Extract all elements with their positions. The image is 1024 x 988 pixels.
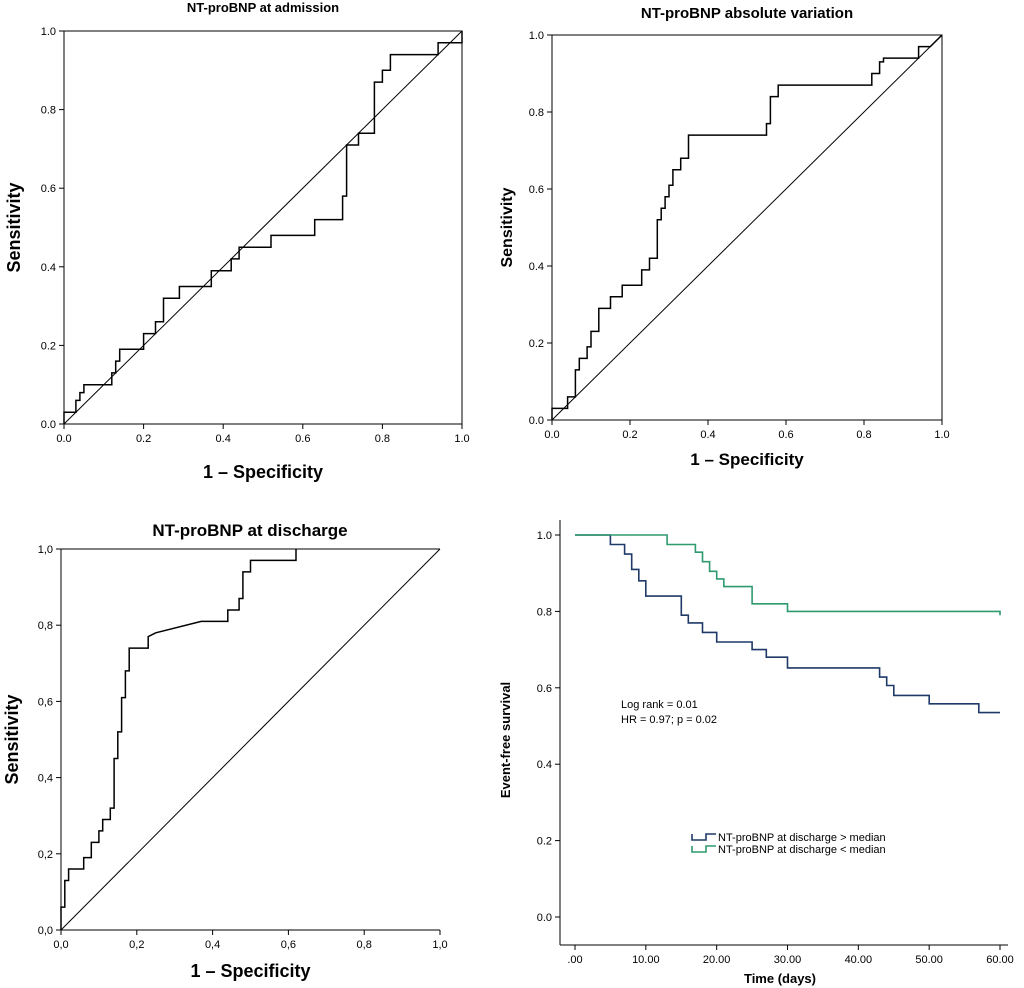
chart1-y-axis-label: Sensitivity bbox=[4, 182, 24, 272]
chart4-y-tick-label: 0.8 bbox=[537, 606, 552, 618]
chart4-y-tick-label: 0.0 bbox=[537, 912, 552, 924]
chart2-x-tick-label: 0.0 bbox=[544, 429, 559, 441]
chart2-x-tick-label: 0.2 bbox=[622, 429, 637, 441]
chart4-x-tick-label: 50.00 bbox=[915, 954, 943, 966]
chart4-annotation: Log rank = 0.01 bbox=[621, 699, 698, 711]
chart4-y-tick-label: 0.4 bbox=[537, 759, 552, 771]
chart4-legend-swatch bbox=[691, 833, 716, 841]
chart3-reference-diagonal bbox=[60, 548, 441, 931]
chart3-x-axis-label: 1 – Specificity bbox=[190, 961, 310, 981]
chart4-x-tick-label: 20.00 bbox=[703, 954, 731, 966]
chart4-x-tick-label: .00 bbox=[567, 954, 582, 966]
chart3-x-tick-label: 0,6 bbox=[281, 939, 296, 951]
chart1-reference-diagonal bbox=[63, 30, 463, 425]
chart4-x-tick-label: 30.00 bbox=[774, 954, 802, 966]
chart4-x-axis-label: Time (days) bbox=[744, 971, 816, 986]
chart1-x-tick-label: 0.2 bbox=[136, 433, 151, 445]
chart3-y-tick-label: 0,4 bbox=[38, 773, 53, 785]
chart3-y-tick-label: 0,8 bbox=[38, 620, 53, 632]
chart2-x-tick-label: 0.6 bbox=[778, 429, 793, 441]
chart3-y-tick-label: 0,6 bbox=[38, 696, 53, 708]
chart4-x-tick-label: 60.00 bbox=[986, 954, 1014, 966]
chart2-x-axis-label: 1 – Specificity bbox=[690, 450, 804, 469]
chart2-roc-curve bbox=[551, 34, 943, 420]
chart1-y-tick-label: 1.0 bbox=[41, 26, 56, 38]
chart4-y-tick-label: 1.0 bbox=[537, 530, 552, 542]
chart4-x-tick-label: 10.00 bbox=[632, 954, 660, 966]
chart3-x-tick-label: 0,0 bbox=[53, 939, 68, 951]
chart3-y-tick-label: 0,0 bbox=[38, 925, 53, 937]
chart3-x-tick-label: 0,2 bbox=[129, 939, 144, 951]
chart4-y-tick-label: 0.2 bbox=[537, 836, 552, 848]
chart4-series-line-1 bbox=[575, 534, 1000, 714]
chart4-x-tick-label: 40.00 bbox=[845, 954, 873, 966]
chart2-y-tick-label: 0.8 bbox=[529, 107, 544, 119]
chart2-y-tick-label: 0.0 bbox=[529, 415, 544, 427]
chart2-y-tick-label: 1.0 bbox=[529, 30, 544, 42]
chart3-x-tick-label: 1,0 bbox=[432, 939, 447, 951]
chart4-y-axis-label: Event-free survival bbox=[498, 682, 513, 798]
chart2-y-tick-label: 0.2 bbox=[529, 338, 544, 350]
chart4-annotation: HR = 0.97; p = 0.02 bbox=[621, 714, 717, 726]
chart1-x-axis-label: 1 – Specificity bbox=[203, 462, 323, 482]
chart2-x-tick-label: 0.4 bbox=[700, 429, 715, 441]
chart3-y-axis-label: Sensitivity bbox=[2, 694, 22, 784]
chart3-title: NT-proBNP at discharge bbox=[152, 521, 347, 540]
chart1-roc-curve bbox=[63, 31, 463, 424]
chart1-x-tick-label: 1.0 bbox=[454, 433, 469, 445]
chart1-plot-frame bbox=[63, 30, 463, 425]
chart1-y-tick-label: 0.2 bbox=[41, 340, 56, 352]
chart1-y-tick-label: 0.8 bbox=[41, 105, 56, 117]
chart1-y-tick-label: 0.0 bbox=[41, 419, 56, 431]
chart3-x-tick-label: 0,8 bbox=[357, 939, 372, 951]
chart4-legend-label: NT-proBNP at discharge > median bbox=[718, 832, 886, 844]
chart4-legend-label: NT-proBNP at discharge < median bbox=[718, 844, 886, 856]
chart2-title: NT-proBNP absolute variation bbox=[641, 5, 853, 22]
chart2-x-tick-label: 1.0 bbox=[934, 429, 949, 441]
chart3-roc-curve bbox=[60, 549, 297, 930]
chart3-y-tick-label: 0,2 bbox=[38, 849, 53, 861]
chart2-y-tick-label: 0.4 bbox=[529, 261, 544, 273]
chart2-y-axis-label: Sensitivity bbox=[499, 187, 516, 267]
chart2-reference-diagonal bbox=[551, 34, 943, 421]
chart2-y-tick-label: 0.6 bbox=[529, 184, 544, 196]
chart2-x-tick-label: 0.8 bbox=[856, 429, 871, 441]
chart1-title: NT-proBNP at admission bbox=[187, 0, 339, 15]
chart1-x-tick-label: 0.0 bbox=[56, 433, 71, 445]
chart3-y-tick-label: 1,0 bbox=[38, 544, 53, 556]
chart1-x-tick-label: 0.6 bbox=[295, 433, 310, 445]
chart1-x-tick-label: 0.8 bbox=[375, 433, 390, 445]
chart3-x-tick-label: 0,4 bbox=[205, 939, 220, 951]
chart2-plot-frame bbox=[551, 34, 943, 421]
chart4-y-tick-label: 0.6 bbox=[537, 683, 552, 695]
chart4-series-line-2 bbox=[575, 534, 1001, 616]
chart1-x-tick-label: 0.4 bbox=[216, 433, 231, 445]
chart4-legend-swatch bbox=[691, 845, 716, 853]
chart1-y-tick-label: 0.4 bbox=[41, 262, 56, 274]
chart1-y-tick-label: 0.6 bbox=[41, 183, 56, 195]
